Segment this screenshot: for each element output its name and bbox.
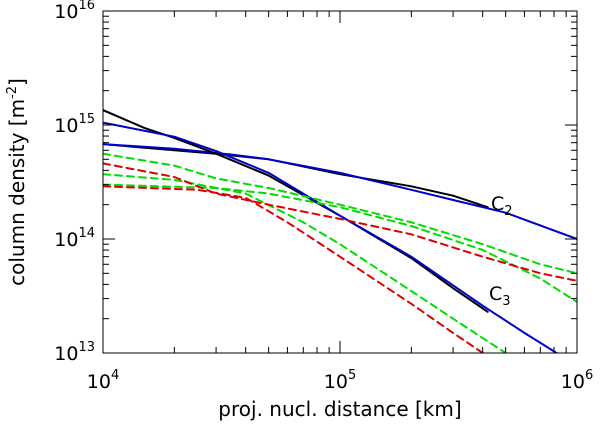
c2-annotation: C2 xyxy=(491,193,513,219)
x-tick-label-exponent: 6 xyxy=(585,368,593,383)
x-tick-label: 104 xyxy=(87,368,119,393)
y-tick-label-base: 10 xyxy=(54,1,78,23)
y-tick-label: 1014 xyxy=(54,226,95,251)
y-axis-label: column density [m-2] xyxy=(5,78,29,286)
y-tick-label: 1015 xyxy=(54,112,95,137)
series-line-7 xyxy=(103,183,577,303)
y-tick-label: 1016 xyxy=(54,0,95,23)
y-axis-label-exponent: -2 xyxy=(5,86,20,99)
series-line-6 xyxy=(103,173,507,353)
y-tick-label-base: 10 xyxy=(54,115,78,137)
c2-annotation-subscript: 2 xyxy=(504,204,512,219)
y-tick-label-exponent: 13 xyxy=(78,340,95,355)
x-axis-label: proj. nucl. distance [km] xyxy=(218,397,461,421)
y-axis-label-main: column density [m xyxy=(5,99,29,286)
y-tick-label-exponent: 14 xyxy=(78,226,95,241)
y-tick-label-exponent: 15 xyxy=(78,112,95,127)
c2-annotation-letter: C xyxy=(491,193,504,215)
y-tick-label-base: 10 xyxy=(54,229,78,251)
series-line-8 xyxy=(103,162,577,282)
series-line-9 xyxy=(103,185,484,353)
series-line-3 xyxy=(103,109,489,313)
x-tick-label: 105 xyxy=(324,368,356,393)
x-tick-label-base: 10 xyxy=(87,371,111,393)
y-axis-label-suffix: ] xyxy=(5,78,29,86)
x-tick-label-base: 10 xyxy=(324,371,348,393)
c3-annotation: C3 xyxy=(489,283,511,309)
series-layer xyxy=(103,109,577,353)
tick-layer xyxy=(102,10,578,354)
x-tick-label: 106 xyxy=(561,368,593,393)
x-tick-label-exponent: 4 xyxy=(111,368,119,383)
series-line-5 xyxy=(103,152,577,275)
y-tick-label-base: 10 xyxy=(54,343,78,365)
c3-annotation-subscript: 3 xyxy=(502,294,510,309)
series-line-2 xyxy=(103,143,577,240)
x-tick-label-base: 10 xyxy=(561,371,585,393)
y-tick-label: 1013 xyxy=(54,340,95,365)
series-line-4 xyxy=(103,121,558,353)
c3-annotation-letter: C xyxy=(489,283,502,305)
x-tick-label-exponent: 5 xyxy=(348,368,356,383)
y-tick-label-exponent: 16 xyxy=(78,0,95,13)
